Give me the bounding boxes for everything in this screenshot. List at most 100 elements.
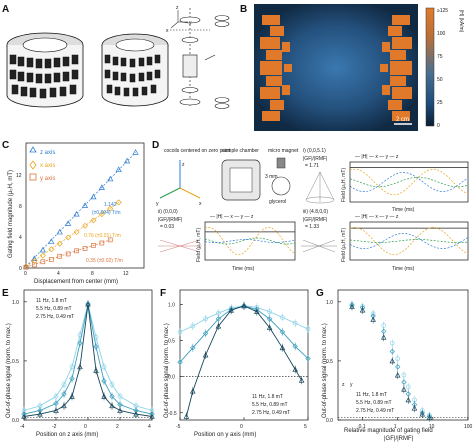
data-point	[190, 323, 196, 329]
point-c-x	[82, 222, 88, 229]
colorbar	[425, 7, 435, 127]
data-point	[101, 364, 107, 370]
label-case-ii: ii) (0,0,0)	[158, 209, 178, 215]
xticks-c: 0 4 8 12	[24, 271, 129, 277]
legend-f-0: 11 Hz, 1.8 mT	[252, 394, 283, 400]
data-point	[254, 308, 260, 315]
data-point	[394, 372, 401, 378]
xlabel-f: Position on y axis (mm)	[194, 432, 256, 438]
timecourse-iii-frame	[349, 221, 469, 261]
point-c-y	[99, 240, 105, 246]
magnet-cross-section-right	[380, 15, 412, 121]
field-timecourses	[204, 161, 469, 261]
data-point	[109, 393, 115, 400]
timecourse-iii-trace-3	[349, 233, 469, 249]
ylabel-d-ii: Field (μ₀H, mT)	[196, 228, 202, 262]
series-line-2	[23, 304, 153, 417]
panel-label-a: A	[2, 4, 9, 15]
colorbar-tick-4: 25	[437, 100, 443, 106]
legend-f-1: 5.5 Hz, 0.89 mT	[252, 402, 288, 408]
data-point	[419, 411, 426, 417]
ytick-label: 1.0	[168, 302, 175, 308]
data-point	[401, 386, 407, 392]
series-line-2	[185, 305, 302, 417]
xtick-label: 10	[429, 424, 435, 430]
xtick-label: 5	[304, 424, 307, 430]
label-micro-magnet: micro magnet	[268, 148, 299, 154]
data-point	[279, 344, 286, 351]
ytick-c-0: 0	[19, 266, 22, 272]
xlabel-d-i: Time (ms)	[392, 207, 415, 213]
yticks-c: 0 4 8 12	[16, 173, 22, 272]
data-point	[203, 316, 208, 322]
data-point	[109, 402, 115, 409]
point-c-z	[124, 157, 131, 164]
point-c-z	[132, 149, 139, 155]
point-c-x	[90, 217, 97, 224]
cone-i	[305, 171, 335, 204]
xtick-label: 0	[240, 424, 243, 430]
data-point	[380, 334, 387, 340]
data-point	[419, 410, 425, 416]
magnet-assembly-right	[101, 33, 169, 107]
data-point	[61, 382, 67, 387]
data-point	[279, 329, 286, 335]
data-point	[401, 372, 407, 378]
xlabel-g: Relative magnitude of gating field	[344, 428, 433, 434]
axis-letter-z-d: z	[182, 162, 185, 168]
ylabel-f: Out-of-phase signal (norm. to max.)	[164, 323, 170, 418]
legend-c: z axis x axis y axis	[29, 146, 55, 182]
point-c-y	[74, 248, 79, 254]
label-glycerol: glycerol	[269, 199, 286, 205]
data-point	[389, 357, 396, 364]
point-c-y	[32, 262, 37, 268]
data-point	[117, 394, 123, 399]
point-c-z	[39, 246, 46, 253]
ylabel-e: Out-of-phase signal (norm. to max.)	[6, 323, 12, 418]
point-c-y	[107, 237, 113, 243]
legend-g: z y 11 Hz, 1.8 mT 5.5 Hz, 0.89 mT 2.75 H…	[342, 382, 394, 414]
point-c-x	[115, 199, 122, 206]
sample-chamber-icon	[221, 159, 261, 201]
plot-g: 0.1 1 10 100 0.0 0.5 1.0	[326, 289, 473, 430]
series-line-1	[23, 304, 153, 415]
panel-label-d: D	[152, 140, 159, 151]
timecourse-ii-frame	[204, 221, 296, 261]
timecourse-i-trace-3	[349, 172, 469, 192]
axis-triad-a: z y x	[166, 5, 192, 34]
cone-ii	[158, 239, 202, 253]
timecourse-iii-trace-2	[349, 239, 469, 243]
data-point	[395, 364, 401, 370]
xlabel-e: Position on z axis (mm)	[36, 432, 98, 438]
panel-label-e: E	[2, 288, 9, 299]
ytick-c-3: 12	[16, 173, 22, 179]
label-case-ii-ratio: = 0.03	[160, 224, 174, 230]
data-point	[405, 384, 411, 390]
data-point	[241, 302, 247, 309]
data-point	[37, 411, 43, 417]
data-point	[177, 359, 183, 365]
data-point	[359, 307, 366, 313]
legend-g-2: 2.75 Hz, 0.49 mT	[356, 408, 394, 414]
xtick-label: 1	[394, 424, 397, 430]
point-c-z	[81, 202, 89, 208]
point-c-z	[65, 220, 72, 226]
data-point	[305, 326, 311, 332]
panel-label-b: B	[240, 4, 247, 15]
point-c-x	[56, 240, 63, 247]
data-point	[93, 367, 99, 373]
exploded-view	[170, 8, 230, 109]
fit-line-c-0	[25, 152, 136, 267]
data-point	[61, 402, 67, 409]
ytick-label: 0.5	[12, 359, 19, 365]
xlabel-d-iii: Time (ms)	[392, 266, 415, 272]
colorbar-tick-0: ≥125	[437, 8, 448, 14]
label-case-iii-ratio-top: |GF|/|RMF|	[303, 217, 327, 223]
point-c-x	[48, 246, 55, 253]
data-point	[381, 328, 387, 335]
point-c-x	[23, 263, 29, 270]
xtick-c-1: 4	[57, 271, 60, 277]
data-point	[389, 340, 395, 346]
